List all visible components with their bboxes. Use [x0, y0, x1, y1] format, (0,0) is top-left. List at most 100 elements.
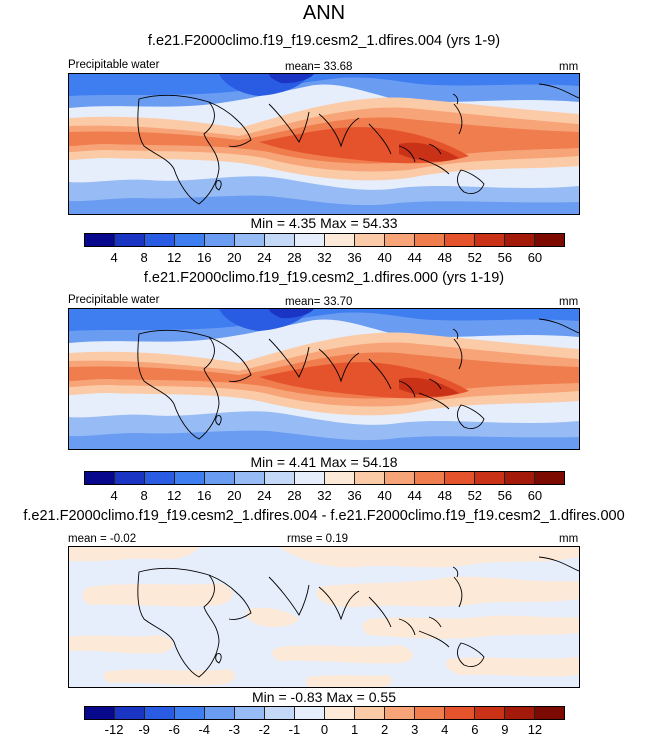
- colorbar-swatch: [415, 472, 445, 484]
- colorbar-tick-label: 0: [321, 722, 328, 737]
- colorbar-swatch: [235, 707, 265, 719]
- panel1-map-svg: [69, 74, 579, 214]
- colorbar-swatch: [235, 472, 265, 484]
- colorbar-tick-label: 24: [257, 488, 271, 503]
- colorbar-tick-label: 8: [141, 250, 148, 265]
- colorbar-tick-label: 44: [407, 250, 421, 265]
- colorbar-swatch: [475, 707, 505, 719]
- colorbar-tick-label: -2: [259, 722, 271, 737]
- panel2-title: f.e21.F2000climo.f19_f19.cesm2_1.dfires.…: [0, 270, 648, 286]
- panel3-mean-label: mean = -0.02: [68, 533, 136, 545]
- colorbar-tick-label: 28: [287, 250, 301, 265]
- colorbar-swatch: [505, 707, 535, 719]
- panel3-title: f.e21.F2000climo.f19_f19.cesm2_1.dfires.…: [0, 508, 648, 524]
- colorbar-swatch: [385, 472, 415, 484]
- panel2-minmax: Min = 4.41 Max = 54.18: [0, 454, 648, 470]
- panel1-colorbar: [84, 233, 565, 247]
- colorbar-swatch: [205, 234, 235, 246]
- panel3-colorbar: [84, 706, 565, 720]
- colorbar-tick-label: 12: [167, 488, 181, 503]
- colorbar-swatch: [115, 234, 145, 246]
- panel3-rmse-label: rmse = 0.19: [287, 533, 348, 545]
- colorbar-tick-label: 4: [110, 488, 117, 503]
- colorbar-tick-label: 32: [317, 250, 331, 265]
- colorbar-swatch: [325, 707, 355, 719]
- panel2-mean-label: mean= 33.70: [285, 296, 352, 308]
- colorbar-swatch: [415, 707, 445, 719]
- panel3-map-svg: [69, 547, 579, 687]
- colorbar-tick-label: 36: [347, 488, 361, 503]
- colorbar-swatch: [175, 234, 205, 246]
- colorbar-tick-label: 36: [347, 250, 361, 265]
- colorbar-tick-label: 52: [468, 488, 482, 503]
- colorbar-swatch: [85, 234, 115, 246]
- colorbar-swatch: [505, 234, 535, 246]
- colorbar-swatch: [355, 234, 385, 246]
- panel2-colorbar: [84, 471, 565, 485]
- panel2-map-svg: [69, 309, 579, 449]
- colorbar-swatch: [325, 472, 355, 484]
- panel1-title: f.e21.F2000climo.f19_f19.cesm2_1.dfires.…: [0, 33, 648, 49]
- colorbar-swatch: [115, 707, 145, 719]
- colorbar-swatch: [175, 707, 205, 719]
- colorbar-tick-label: -6: [168, 722, 180, 737]
- panel3-colorbar-ticks: -12 -9 -6 -4 -3 -2 -1 0 1 2 3 4 6 9 12: [84, 722, 565, 738]
- colorbar-tick-label: 4: [110, 250, 117, 265]
- panel3-map: [68, 546, 580, 688]
- colorbar-swatch: [145, 472, 175, 484]
- colorbar-swatch: [85, 707, 115, 719]
- colorbar-swatch: [235, 234, 265, 246]
- colorbar-swatch: [475, 472, 505, 484]
- colorbar-tick-label: 44: [407, 488, 421, 503]
- colorbar-swatch: [535, 707, 564, 719]
- colorbar-swatch: [535, 234, 564, 246]
- colorbar-tick-label: 40: [377, 488, 391, 503]
- colorbar-tick-label: 48: [438, 250, 452, 265]
- colorbar-tick-label: 60: [528, 488, 542, 503]
- colorbar-swatch: [175, 472, 205, 484]
- colorbar-tick-label: 9: [501, 722, 508, 737]
- colorbar-swatch: [145, 234, 175, 246]
- colorbar-swatch: [295, 707, 325, 719]
- colorbar-tick-label: -1: [289, 722, 301, 737]
- colorbar-tick-label: 24: [257, 250, 271, 265]
- panel1-minmax: Min = 4.35 Max = 54.33: [0, 215, 648, 231]
- colorbar-swatch: [205, 472, 235, 484]
- colorbar-tick-label: 6: [471, 722, 478, 737]
- colorbar-tick-label: 40: [377, 250, 391, 265]
- colorbar-swatch: [385, 234, 415, 246]
- colorbar-swatch: [415, 234, 445, 246]
- panel1-colorbar-ticks: 4 8 12 16 20 24 28 32 36 40 44 48 52 56 60: [84, 250, 565, 266]
- colorbar-swatch: [475, 234, 505, 246]
- panel1-variable-label: Precipitable water: [68, 59, 159, 71]
- colorbar-swatch: [505, 472, 535, 484]
- panel1-map: [68, 73, 580, 215]
- panel2-map: [68, 308, 580, 450]
- colorbar-swatch: [115, 472, 145, 484]
- colorbar-tick-label: 2: [381, 722, 388, 737]
- colorbar-tick-label: 52: [468, 250, 482, 265]
- colorbar-swatch: [535, 472, 564, 484]
- colorbar-swatch: [265, 234, 295, 246]
- colorbar-swatch: [295, 472, 325, 484]
- colorbar-tick-label: -12: [105, 722, 124, 737]
- colorbar-tick-label: -9: [138, 722, 150, 737]
- colorbar-tick-label: -4: [198, 722, 210, 737]
- colorbar-tick-label: 16: [197, 488, 211, 503]
- panel1-units-label: mm: [559, 61, 578, 73]
- colorbar-swatch: [265, 707, 295, 719]
- colorbar-tick-label: 20: [227, 488, 241, 503]
- colorbar-tick-label: 56: [498, 250, 512, 265]
- colorbar-tick-label: 4: [441, 722, 448, 737]
- colorbar-swatch: [355, 707, 385, 719]
- panel2-units-label: mm: [559, 296, 578, 308]
- colorbar-swatch: [385, 707, 415, 719]
- colorbar-swatch: [445, 472, 475, 484]
- colorbar-swatch: [445, 234, 475, 246]
- colorbar-swatch: [85, 472, 115, 484]
- panel2-variable-label: Precipitable water: [68, 294, 159, 306]
- colorbar-tick-label: 12: [167, 250, 181, 265]
- colorbar-tick-label: 28: [287, 488, 301, 503]
- colorbar-swatch: [145, 707, 175, 719]
- colorbar-tick-label: 8: [141, 488, 148, 503]
